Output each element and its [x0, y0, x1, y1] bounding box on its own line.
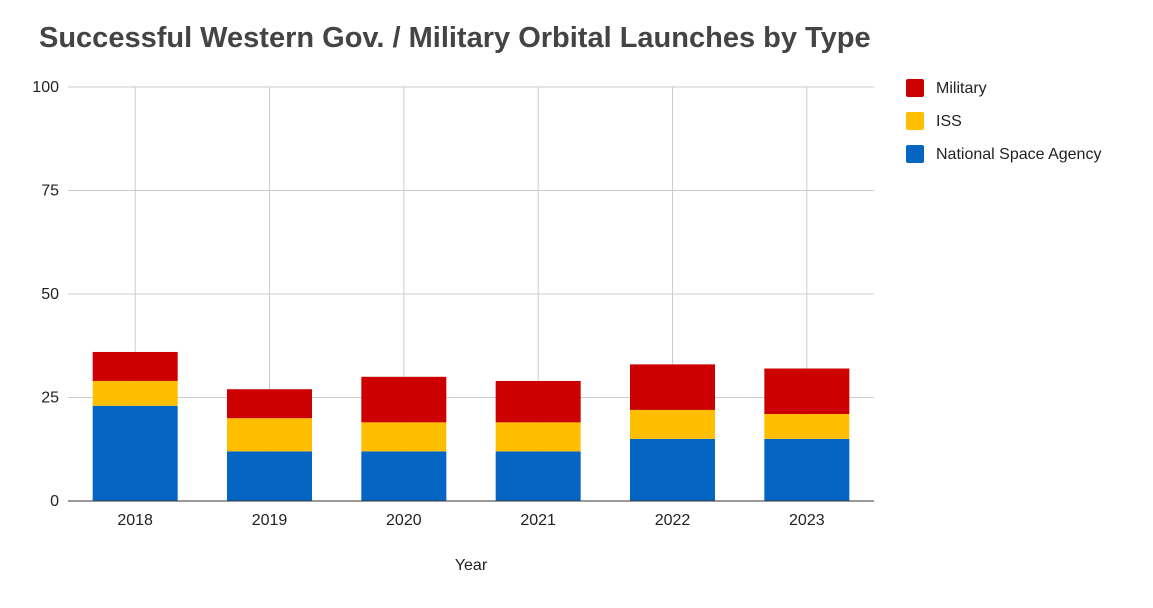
bar-segment [764, 368, 850, 415]
bar-segment [361, 422, 447, 452]
bar-segment [227, 451, 312, 501]
legend-swatch [906, 112, 924, 130]
bar-segment [495, 422, 581, 452]
bar-segment [92, 351, 178, 381]
x-tick-label: 2018 [117, 512, 153, 529]
chart-title: Successful Western Gov. / Military Orbit… [39, 22, 871, 54]
y-tick-label: 25 [41, 390, 59, 407]
legend-label: Military [936, 80, 987, 97]
bar-segment [495, 451, 581, 501]
x-tick-label: 2020 [386, 512, 422, 529]
legend-label: National Space Agency [936, 146, 1101, 163]
bar-segment [495, 380, 581, 423]
y-tick-label: 50 [41, 286, 59, 303]
x-tick-label: 2022 [655, 512, 691, 529]
legend-swatch [906, 79, 924, 97]
y-tick-label: 75 [41, 183, 59, 200]
legend-label: ISS [936, 113, 962, 130]
bar-segment [630, 364, 715, 410]
bar-segment [361, 376, 447, 423]
bar-segment [92, 405, 178, 501]
x-tick-label: 2023 [789, 512, 825, 529]
bar-segment [227, 389, 312, 419]
legend-swatch [906, 145, 924, 163]
y-tick-label: 0 [50, 493, 59, 510]
x-tick-label: 2021 [520, 512, 556, 529]
x-axis-label: Year [455, 557, 488, 574]
bar-segment [92, 380, 178, 406]
y-tick-label: 100 [32, 79, 59, 96]
x-tick-label: 2019 [252, 512, 288, 529]
bar-segment [227, 418, 312, 452]
bar-segment [630, 409, 715, 439]
bar-segment [630, 438, 715, 501]
bar-segment [764, 414, 850, 439]
bar-segment [764, 438, 850, 501]
bar-segment [361, 451, 447, 501]
